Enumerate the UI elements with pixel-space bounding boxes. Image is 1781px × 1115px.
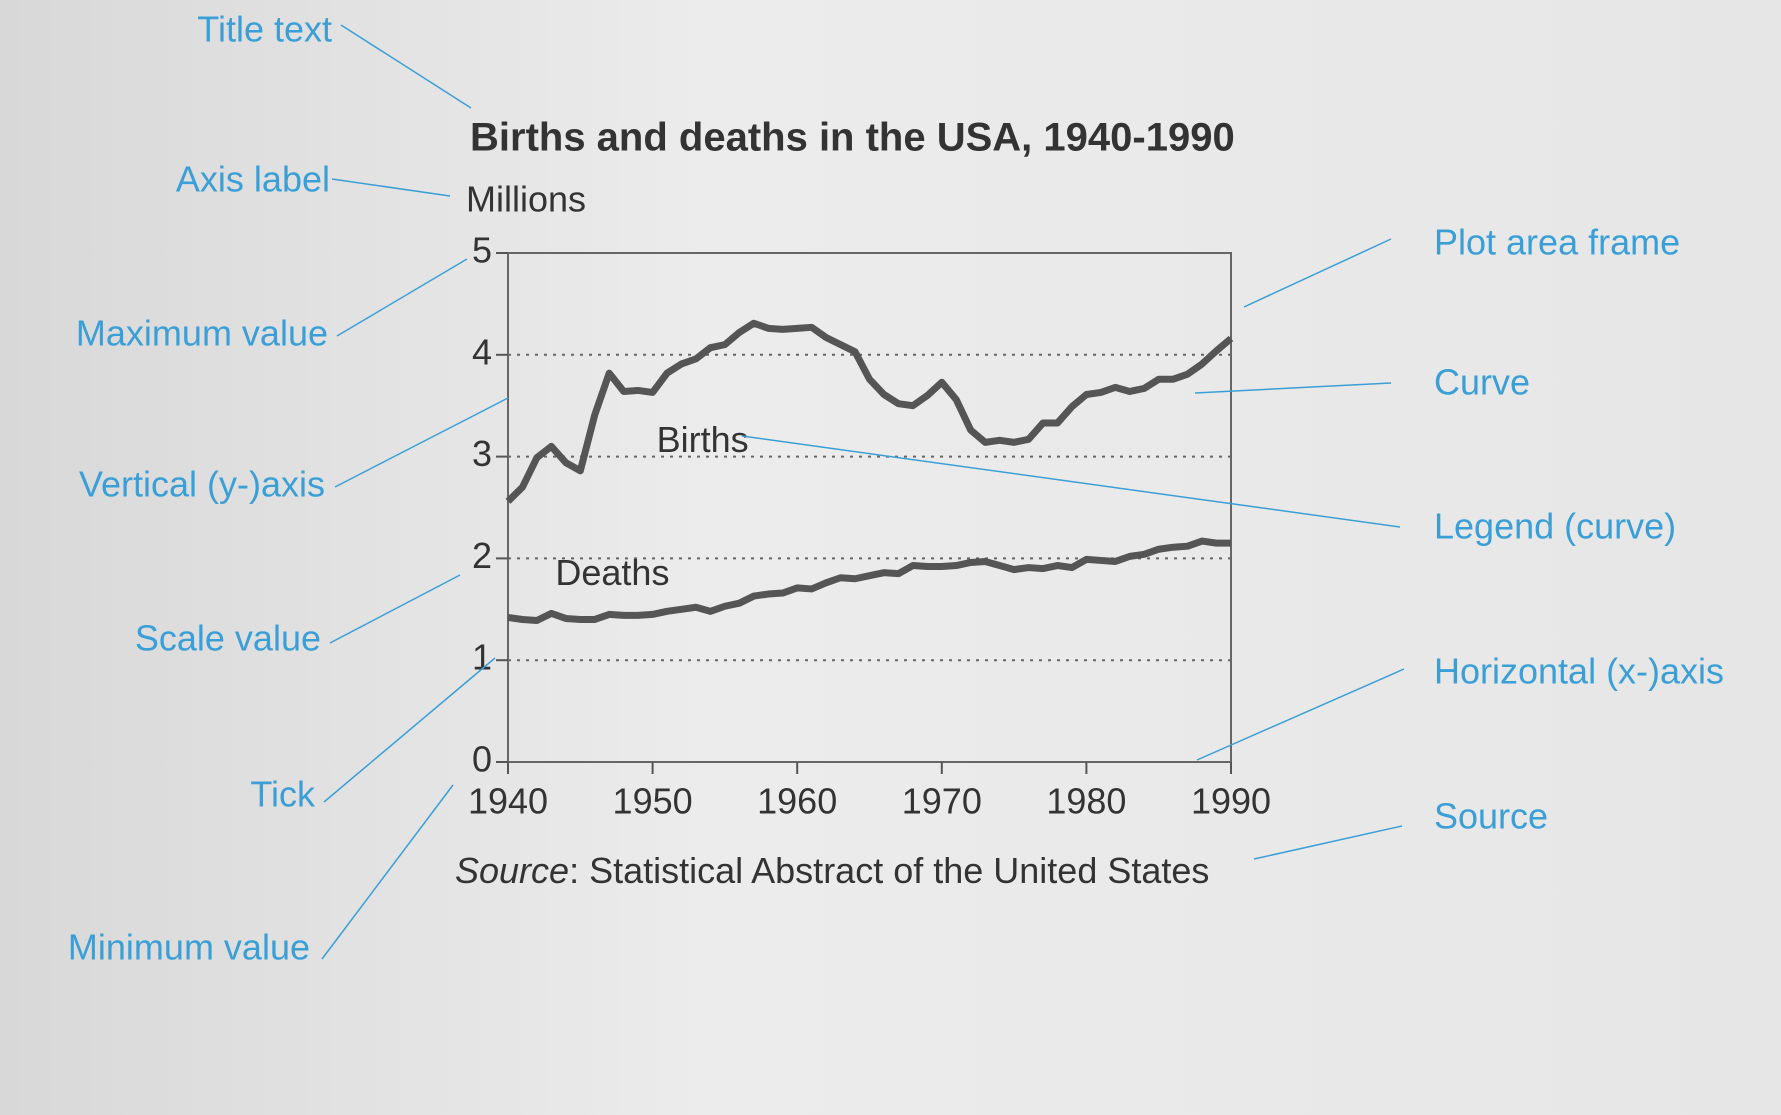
plot-frame [507, 252, 1232, 763]
leader-line [340, 24, 472, 109]
source-text: : Statistical Abstract of the United Sta… [569, 850, 1209, 891]
leader-line [741, 435, 1401, 528]
leader-line [1243, 238, 1392, 308]
annotation: Title text [197, 9, 332, 50]
x-tick-label: 1950 [613, 781, 693, 822]
y-tick-label: 4 [472, 331, 492, 372]
annotation: Legend (curve) [1434, 506, 1676, 547]
leader-line [1253, 825, 1403, 860]
annotation: Maximum value [76, 313, 328, 354]
chart-title: Births and deaths in the USA, 1940-1990 [470, 116, 1235, 160]
annotation: Curve [1434, 362, 1530, 403]
series-label: Births [657, 419, 749, 460]
annotation: Plot area frame [1434, 222, 1680, 263]
annotation: Vertical (y-)axis [79, 464, 325, 505]
series-label: Deaths [555, 552, 669, 593]
x-tick-label: 1960 [757, 781, 837, 822]
annotation: Scale value [135, 618, 321, 659]
leader-line [331, 178, 451, 197]
y-tick-label: 0 [472, 739, 492, 780]
x-tick-label: 1970 [902, 781, 982, 822]
leader-line [1194, 382, 1392, 394]
y-tick-label: 5 [472, 230, 492, 271]
y-tick-label: 2 [472, 535, 492, 576]
annotation: Source [1434, 796, 1548, 837]
series-line [507, 537, 1231, 624]
x-tick-label: 1990 [1191, 781, 1271, 822]
annotation: Horizontal (x-)axis [1434, 651, 1724, 692]
y-tick-label: 3 [472, 433, 492, 474]
source: Source: Statistical Abstract of the Unit… [455, 850, 1209, 891]
x-tick-label: 1940 [468, 781, 548, 822]
series-line [505, 319, 1234, 504]
annotation: Tick [250, 774, 316, 815]
leader-line [329, 574, 461, 644]
leader-line [321, 784, 454, 960]
annotation: Minimum value [68, 927, 310, 968]
leader-line [1196, 668, 1405, 761]
leader-line [323, 657, 496, 803]
leader-line [334, 397, 509, 488]
leader-line [336, 258, 468, 337]
y-axis-label: Millions [466, 179, 586, 220]
source-prefix: Source [455, 850, 569, 891]
x-tick-label: 1980 [1046, 781, 1126, 822]
annotation: Axis label [176, 159, 330, 200]
y-tick-label: 1 [472, 637, 492, 678]
